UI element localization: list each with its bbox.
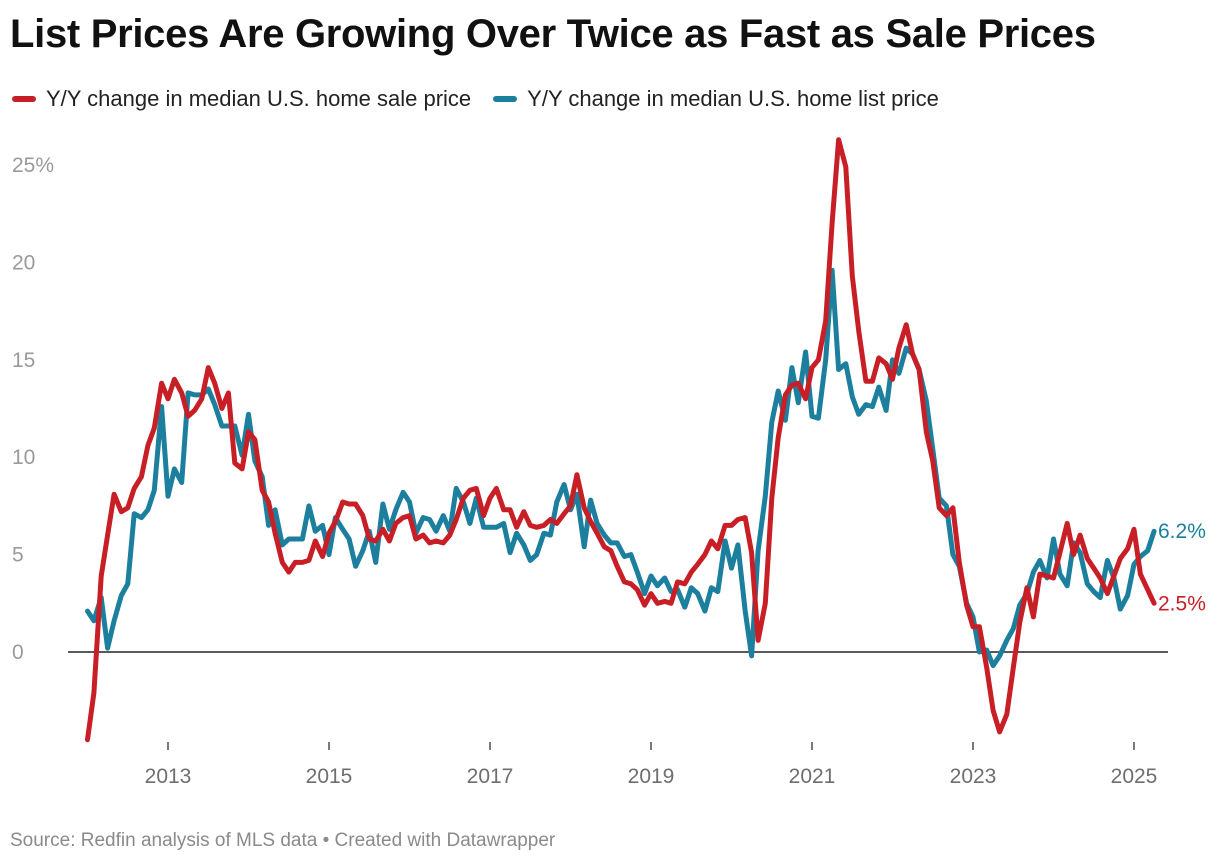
source-note: Source: Redfin analysis of MLS data • Cr… (10, 830, 556, 851)
y-tick-label: 25% (12, 154, 54, 177)
series-line-list-price (85, 267, 1157, 669)
y-tick-label: 15 (12, 349, 35, 372)
y-tick-label: 5 (12, 544, 24, 567)
x-tick-label: 2013 (145, 765, 192, 788)
legend-item-sale-price: Y/Y change in median U.S. home sale pric… (12, 86, 471, 112)
end-label-sale-price: 2.5% (1158, 592, 1206, 615)
x-tick-label: 2025 (1111, 765, 1158, 788)
end-label-list-price: 6.2% (1158, 520, 1206, 543)
x-tick-label: 2023 (950, 765, 997, 788)
x-tick-label: 2017 (467, 765, 514, 788)
legend: Y/Y change in median U.S. home sale pric… (12, 86, 939, 112)
x-tick-label: 2021 (789, 765, 836, 788)
legend-swatch-list-price (493, 96, 518, 102)
chart-title: List Prices Are Growing Over Twice as Fa… (10, 12, 1096, 56)
x-tick-label: 2019 (628, 765, 675, 788)
x-tick-label: 2015 (306, 765, 353, 788)
y-tick-label: 10 (12, 446, 35, 469)
legend-swatch-sale-price (12, 96, 36, 102)
y-tick-label: 0 (12, 641, 24, 664)
legend-item-list-price: Y/Y change in median U.S. home list pric… (493, 86, 939, 112)
legend-label-list-price: Y/Y change in median U.S. home list pric… (527, 86, 939, 111)
y-tick-label: 20 (12, 251, 35, 274)
legend-label-sale-price: Y/Y change in median U.S. home sale pric… (46, 86, 472, 111)
series-line-sale-price (85, 137, 1157, 743)
